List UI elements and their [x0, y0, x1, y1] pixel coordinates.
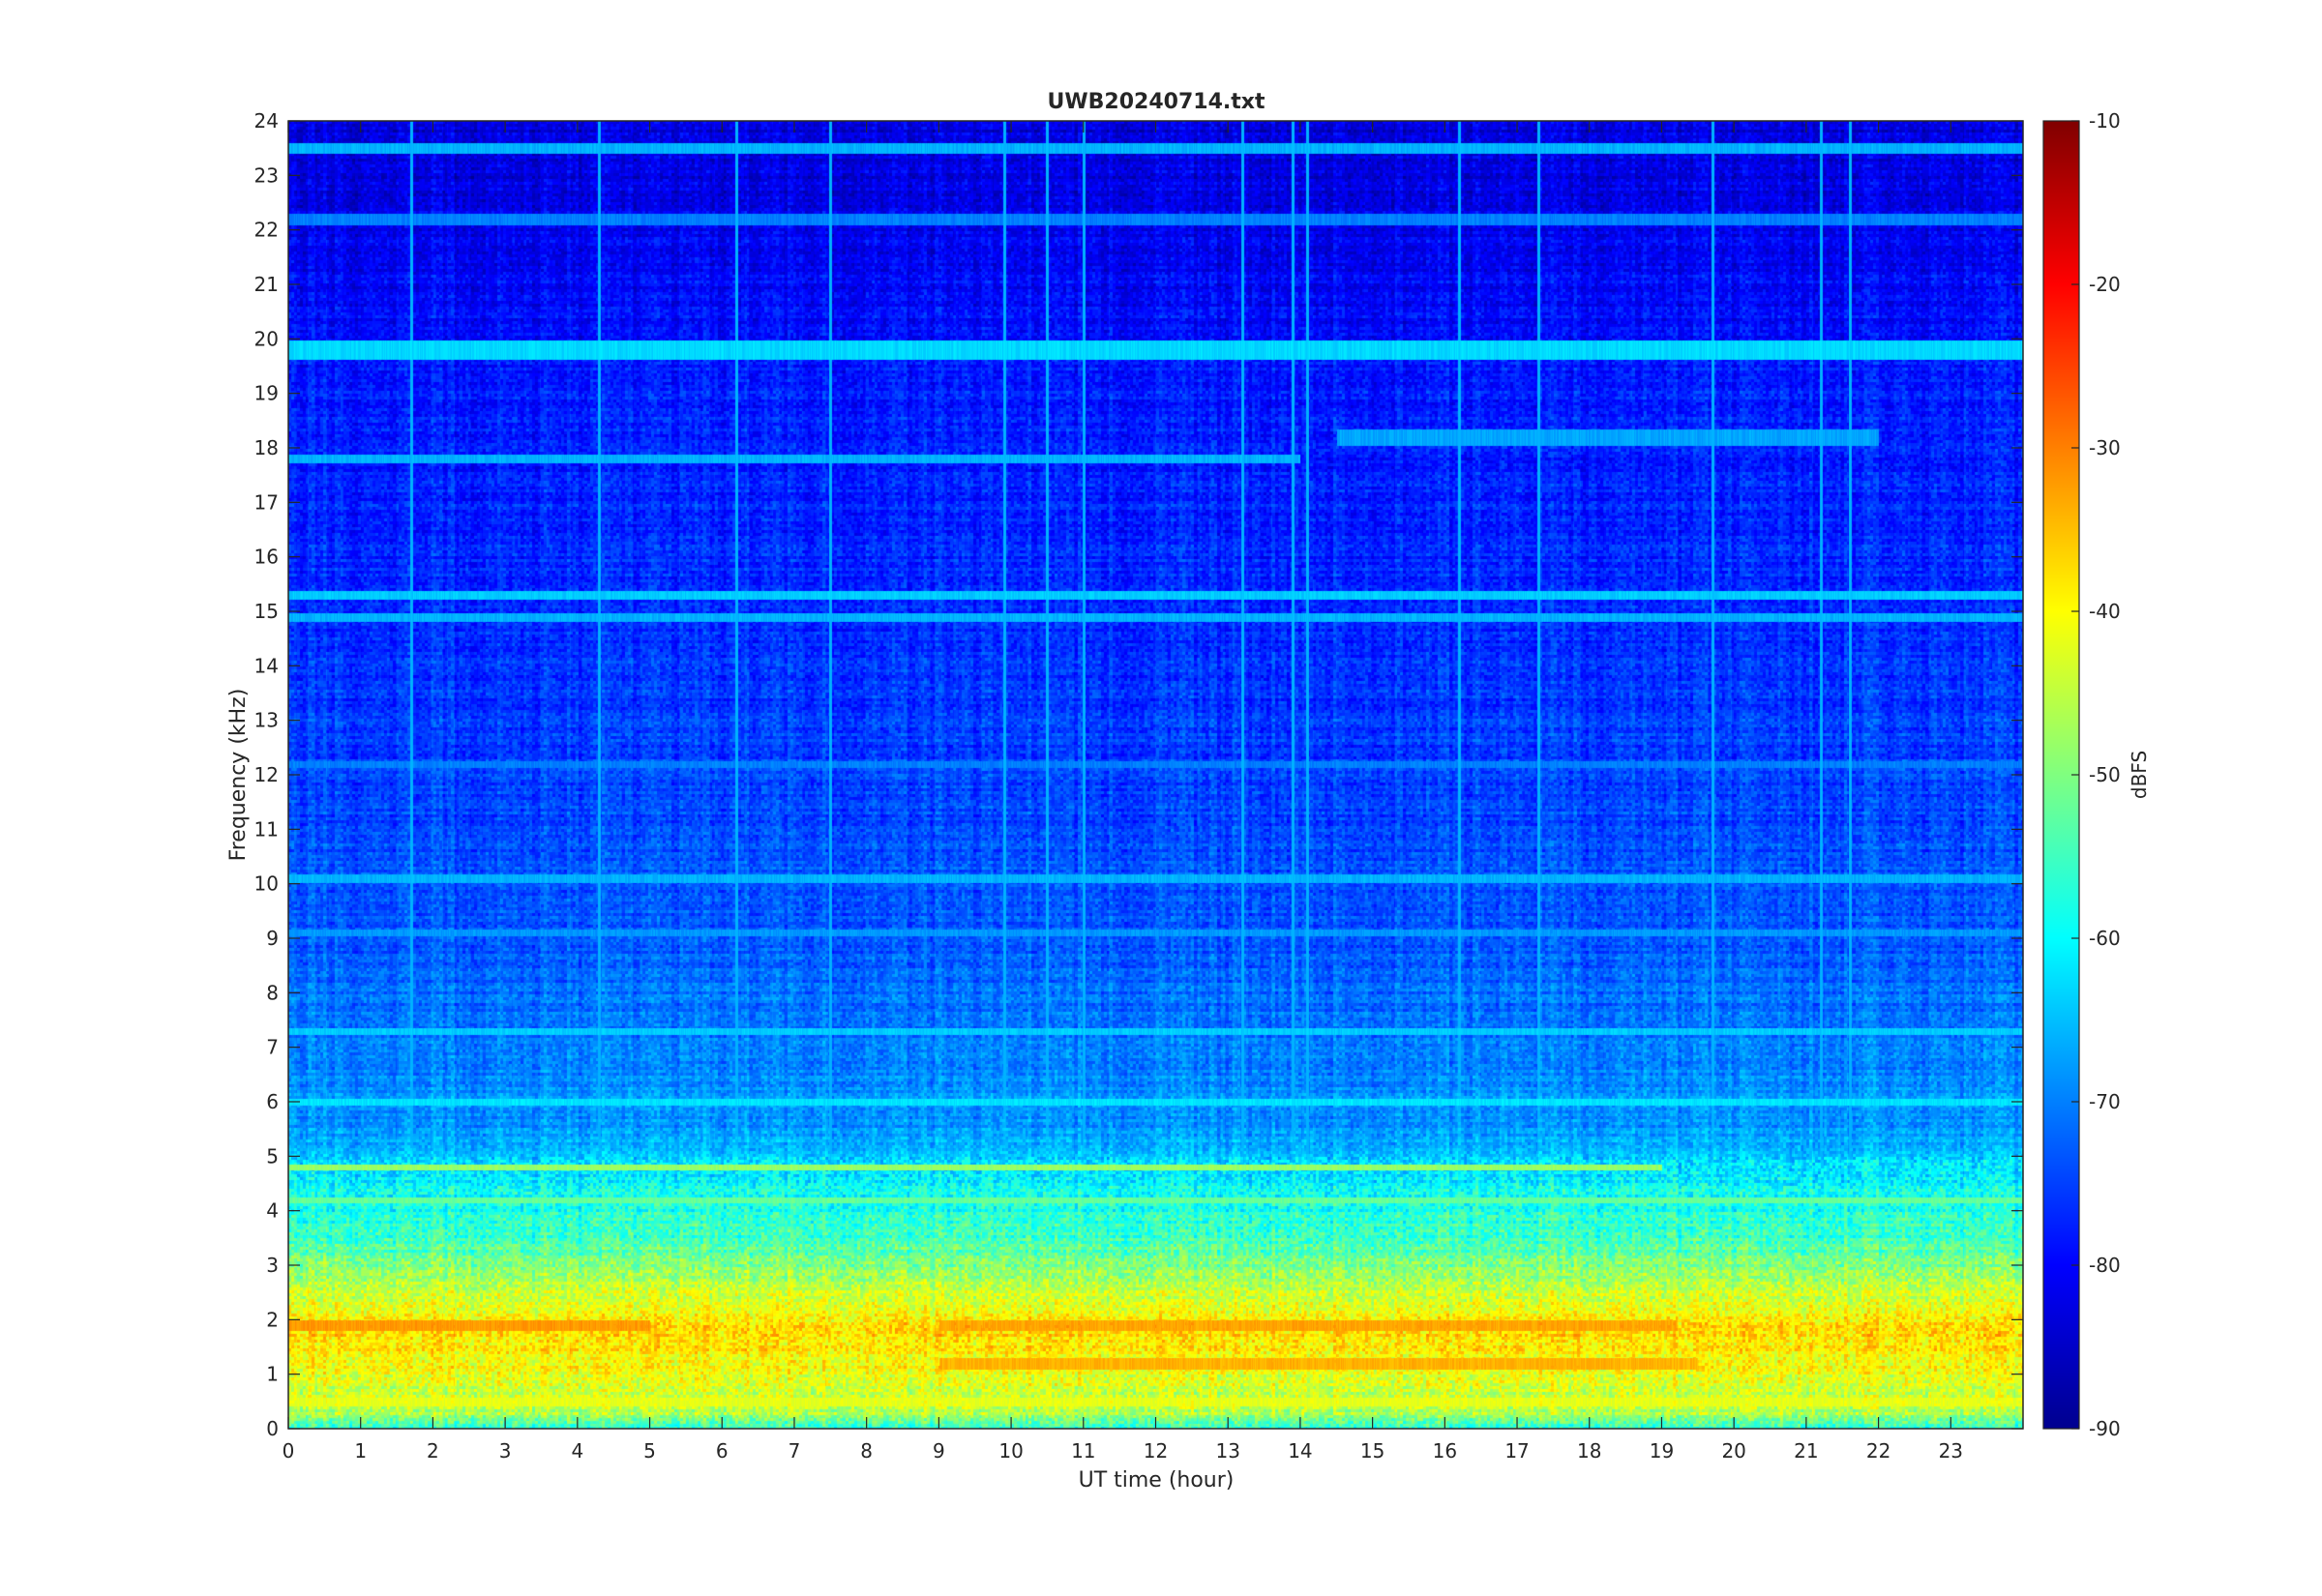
y-tick-label: 18: [254, 436, 279, 459]
colorbar-tick-label: -60: [2089, 927, 2121, 950]
y-tick-label: 6: [266, 1090, 279, 1113]
colorbar-tick-label: -30: [2089, 436, 2121, 459]
y-tick-label: 2: [266, 1308, 279, 1331]
colorbar-tick-label: -10: [2089, 109, 2121, 133]
x-tick-label: 18: [1577, 1439, 1601, 1463]
x-tick-label: 13: [1215, 1439, 1239, 1463]
x-tick-label: 20: [1721, 1439, 1745, 1463]
y-tick-label: 17: [254, 490, 279, 514]
x-axis-label: UT time (hour): [1079, 1468, 1235, 1493]
x-tick-label: 0: [283, 1439, 295, 1463]
y-tick-label: 23: [254, 163, 279, 187]
y-tick-label: 16: [254, 546, 279, 569]
x-tick-label: 17: [1504, 1439, 1529, 1463]
y-tick-label: 12: [254, 763, 279, 786]
x-tick-label: 23: [1939, 1439, 1963, 1463]
y-tick-label: 1: [266, 1363, 279, 1386]
x-tick-label: 12: [1144, 1439, 1168, 1463]
x-tick-label: 21: [1794, 1439, 1818, 1463]
x-tick-label: 15: [1360, 1439, 1384, 1463]
x-tick-label: 5: [643, 1439, 656, 1463]
y-tick-label: 9: [266, 927, 279, 950]
x-tick-label: 8: [860, 1439, 873, 1463]
y-tick-label: 20: [254, 327, 279, 350]
y-tick-label: 14: [254, 654, 279, 677]
y-tick-label: 22: [254, 219, 279, 242]
y-tick-label: 4: [266, 1199, 279, 1223]
colorbar-tick-label: -80: [2089, 1254, 2121, 1277]
y-axis-label: Frequency (kHz): [226, 689, 251, 862]
spectrogram-image: [288, 121, 2023, 1429]
y-tick-label: 7: [266, 1036, 279, 1059]
colorbar-tick-label: -90: [2089, 1417, 2121, 1440]
x-tick-label: 2: [427, 1439, 439, 1463]
plot-frame: [287, 120, 2024, 1430]
y-tick-label: 8: [266, 981, 279, 1004]
x-tick-label: 11: [1071, 1439, 1095, 1463]
y-tick-label: 3: [266, 1254, 279, 1277]
colorbar-tick-label: -20: [2089, 273, 2121, 296]
x-tick-label: 4: [571, 1439, 583, 1463]
colorbar-label: dBFS: [2128, 751, 2151, 799]
y-tick-label: 0: [266, 1417, 279, 1440]
y-tick-label: 11: [254, 817, 279, 841]
x-tick-label: 19: [1650, 1439, 1674, 1463]
x-tick-label: 6: [716, 1439, 729, 1463]
x-tick-label: 16: [1433, 1439, 1457, 1463]
y-tick-label: 19: [254, 382, 279, 405]
x-tick-label: 10: [998, 1439, 1023, 1463]
x-tick-label: 1: [354, 1439, 367, 1463]
x-tick-label: 7: [789, 1439, 801, 1463]
x-tick-label: 14: [1288, 1439, 1312, 1463]
colorbar-tick-label: -50: [2089, 763, 2121, 786]
y-tick-label: 15: [254, 600, 279, 623]
y-tick-label: 21: [254, 273, 279, 296]
y-tick-label: 5: [266, 1144, 279, 1167]
y-tick-label: 13: [254, 709, 279, 732]
y-tick-label: 24: [254, 109, 279, 133]
colorbar-tick-label: -40: [2089, 600, 2121, 623]
y-tick-label: 10: [254, 872, 279, 896]
x-tick-label: 9: [933, 1439, 945, 1463]
x-axis-ticks: 0 1 2 3 4 5 6 7 8 9 10 11 12 13 14 15 16 17 18 19 20 21 22 23: [283, 121, 1963, 1463]
colorbar-ticks: -10 -20 -30 -40 -50 -60 -70 -80 -90: [2071, 109, 2121, 1440]
x-tick-label: 22: [1866, 1439, 1890, 1463]
chart-title: UWB20240714.txt: [1048, 90, 1265, 114]
x-tick-label: 3: [499, 1439, 512, 1463]
colorbar-tick-label: -70: [2089, 1090, 2121, 1113]
